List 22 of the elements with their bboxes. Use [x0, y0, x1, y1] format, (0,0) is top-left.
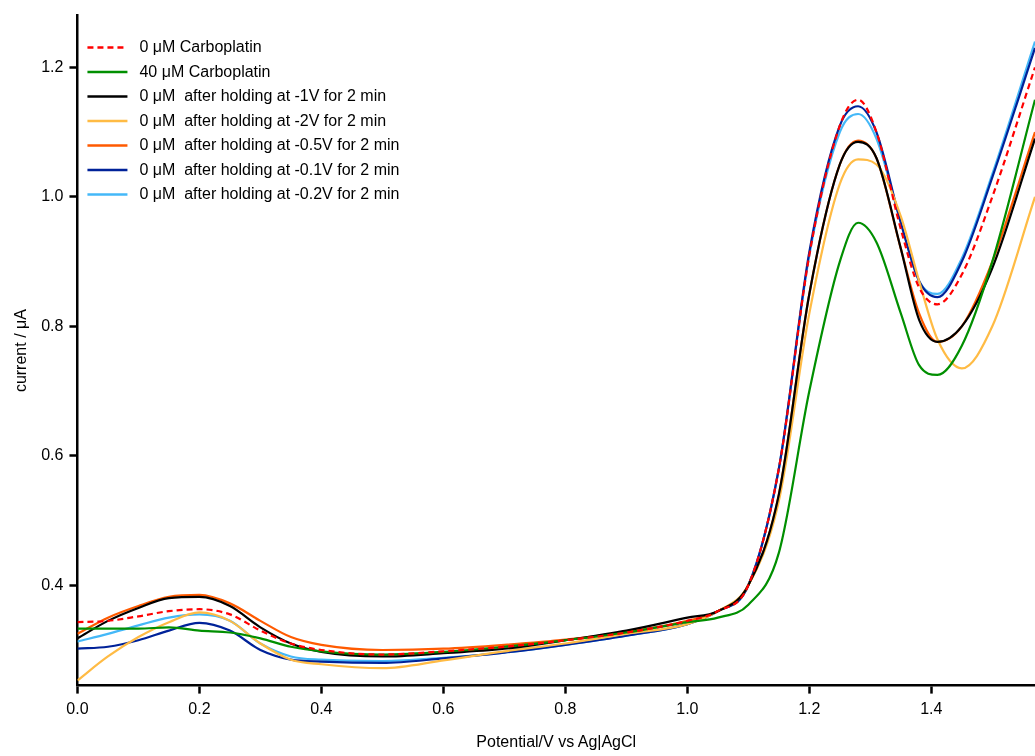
legend-label: 0 μM after holding at -0.2V for 2 min — [139, 185, 400, 203]
y-axis-title: current / μA — [12, 308, 30, 393]
x-tick-label: 0.2 — [188, 699, 211, 717]
legend-label: 0 μM Carboplatin — [139, 38, 262, 56]
x-tick-label: 0.8 — [554, 699, 577, 717]
legend-label: 0 μM after holding at -1V for 2 min — [139, 87, 387, 105]
x-axis-title: Potential/V vs Ag|AgCl — [476, 732, 637, 750]
legend-label: 0 μM after holding at -0.1V for 2 min — [139, 160, 400, 178]
legend-label: 40 μM Carboplatin — [139, 62, 271, 80]
y-tick-label: 0.4 — [41, 575, 64, 593]
x-tick-label: 1.2 — [798, 699, 821, 717]
x-tick-label: 0.4 — [310, 699, 333, 717]
legend-label: 0 μM after holding at -0.5V for 2 min — [139, 136, 400, 154]
x-tick-label: 0.0 — [66, 699, 89, 717]
y-tick-label: 1.0 — [41, 187, 64, 205]
y-tick-label: 1.2 — [41, 57, 64, 75]
y-tick-label: 0.6 — [41, 446, 64, 464]
y-tick-label: 0.8 — [41, 316, 64, 334]
legend-label: 0 μM after holding at -2V for 2 min — [139, 111, 387, 129]
x-tick-label: 1.0 — [676, 699, 699, 717]
x-tick-label: 0.6 — [432, 699, 455, 717]
x-tick-label: 1.4 — [920, 699, 943, 717]
